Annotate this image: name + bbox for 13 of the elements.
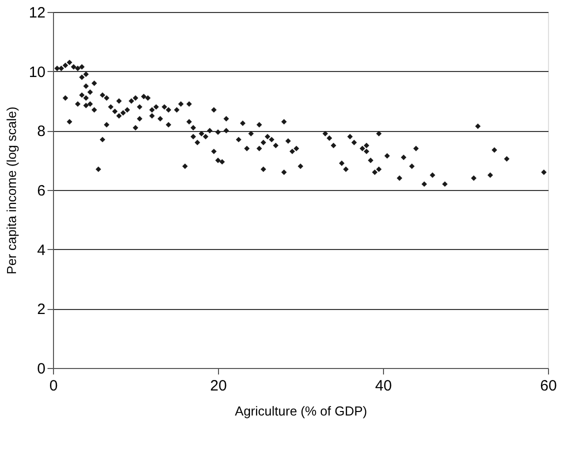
y-tick-label: 12	[28, 4, 46, 22]
y-axis-title: Per capita income (log scale)	[4, 106, 19, 274]
x-axis-title: Agriculture (% of GDP)	[234, 404, 368, 418]
y-tick-label: 4	[37, 242, 46, 259]
y-tick-label: 6	[37, 182, 46, 200]
y-tick-label: 2	[37, 301, 46, 318]
y-tick-label: 8	[37, 123, 46, 140]
x-tick-label: 40	[375, 378, 392, 394]
x-tick-label: 20	[210, 378, 227, 394]
x-tick-label: 0	[49, 378, 58, 394]
y-tick-label: 10	[28, 64, 46, 81]
x-tick-label: 60	[540, 378, 557, 394]
y-tick-label: 0	[37, 360, 46, 378]
